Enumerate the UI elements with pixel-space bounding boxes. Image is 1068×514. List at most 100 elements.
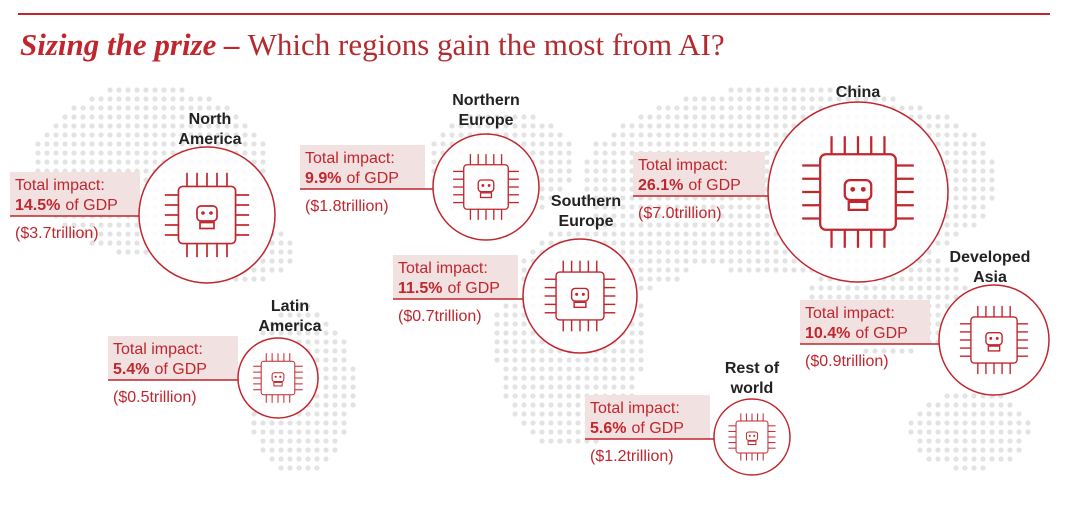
map-dot [584,357,590,363]
map-dot [62,132,68,138]
map-dot [503,114,509,120]
map-dot [152,159,158,165]
map-dot [323,348,329,354]
map-dot [692,96,698,102]
map-dot [134,231,140,237]
map-dot [656,231,662,237]
map-dot [926,456,932,462]
map-dot [665,267,671,273]
map-dot [935,303,941,309]
map-dot [1007,429,1013,435]
map-dot [1016,420,1022,426]
map-dot [953,231,959,237]
map-dot [926,438,932,444]
map-dot [296,438,302,444]
map-dot [530,420,536,426]
map-dot [170,150,176,156]
map-dot [944,285,950,291]
map-dot [179,132,185,138]
map-dot [521,384,527,390]
map-dot [854,87,860,93]
map-dot [80,123,86,129]
map-dot [971,393,977,399]
map-dot [944,150,950,156]
map-dot [935,285,941,291]
map-dot [323,321,329,327]
map-dot [611,222,617,228]
map-dot [935,276,941,282]
map-dot [701,240,707,246]
map-dot [683,222,689,228]
map-dot [242,276,248,282]
map-dot [620,141,626,147]
map-dot [1007,420,1013,426]
impact-label: Total impact: [15,177,105,194]
map-dot [908,348,914,354]
map-dot [962,393,968,399]
map-dot [971,420,977,426]
map-dot [548,159,554,165]
map-dot [971,177,977,183]
map-dot [953,402,959,408]
map-dot [539,411,545,417]
robot-eye [860,186,866,192]
map-dot [521,267,527,273]
map-dot [755,213,761,219]
map-dot [764,96,770,102]
map-dot [161,96,167,102]
map-dot [260,447,266,453]
of-gdp: of GDP [447,280,499,297]
map-dot [548,231,554,237]
map-dot [233,141,239,147]
map-dot [53,159,59,165]
map-dot [638,213,644,219]
region: Total impact: 26.1% of GDP ($7.0trillion) Ch… [633,84,949,283]
map-dot [638,204,644,210]
map-dot [269,429,275,435]
map-dot [611,384,617,390]
map-dot [872,96,878,102]
map-dot [764,141,770,147]
map-dot [314,330,320,336]
map-dot [656,222,662,228]
robot-head [745,431,759,441]
of-gdp: of GDP [631,420,683,437]
gdp-share: 10.4% [805,325,850,342]
robot-eye [274,375,277,378]
map-dot [503,348,509,354]
map-dot [953,456,959,462]
map-dot [260,276,266,282]
map-dot [692,258,698,264]
map-dot [926,294,932,300]
map-dot [44,159,50,165]
map-dot [143,168,149,174]
map-dot [323,366,329,372]
map-dot [602,141,608,147]
robot-body [273,381,283,387]
map-dot [557,402,563,408]
map-dot [710,96,716,102]
map-dot [521,366,527,372]
map-dot [206,123,212,129]
map-dot [251,276,257,282]
region: Total impact: 5.4% of GDP ($0.5trillion) Lat… [108,298,322,419]
map-dot [764,267,770,273]
map-dot [125,222,131,228]
map-dot [719,240,725,246]
map-dot [485,123,491,129]
map-dot [548,420,554,426]
map-dot [116,96,122,102]
map-dot [953,177,959,183]
map-dot [611,240,617,246]
map-dot [638,276,644,282]
region-name: Latin [271,298,309,315]
map-dot [746,267,752,273]
map-dot [260,438,266,444]
map-dot [503,393,509,399]
map-dot [620,204,626,210]
map-dot [269,267,275,273]
map-dot [962,195,968,201]
amount: ($0.9trillion) [805,353,889,370]
map-dot [755,123,761,129]
map-dot [998,456,1004,462]
